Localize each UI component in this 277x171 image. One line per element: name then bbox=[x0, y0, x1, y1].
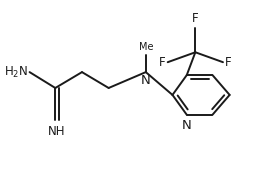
Text: H$_2$N: H$_2$N bbox=[4, 65, 28, 80]
Text: N: N bbox=[141, 74, 151, 87]
Text: NH: NH bbox=[48, 125, 65, 138]
Text: F: F bbox=[192, 12, 199, 25]
Text: F: F bbox=[159, 56, 166, 69]
Text: N: N bbox=[182, 119, 192, 132]
Text: Me: Me bbox=[138, 42, 153, 52]
Text: F: F bbox=[225, 56, 232, 69]
